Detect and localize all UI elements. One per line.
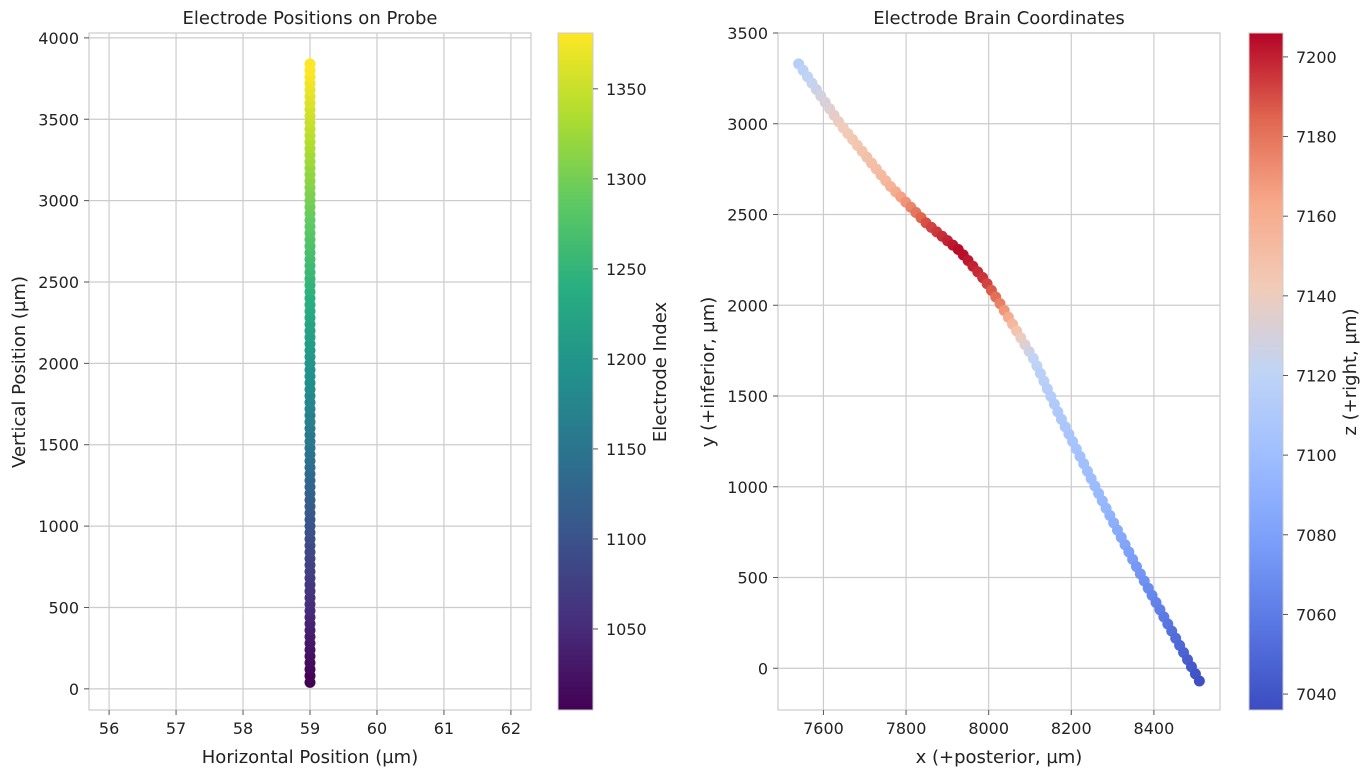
y-tick-label: 4000 — [38, 29, 79, 48]
y-tick-label: 1500 — [38, 436, 79, 455]
x-tick-label: 59 — [300, 719, 320, 738]
y-tick-label: 500 — [737, 569, 768, 588]
colorbar-tick-label: 1250 — [606, 260, 647, 279]
y-axis-label: Vertical Position (µm) — [9, 276, 30, 468]
y-tick-label: 1000 — [38, 517, 79, 536]
x-tick-label: 60 — [367, 719, 387, 738]
colorbar-tick-label: 7200 — [1296, 48, 1337, 67]
colorbar-gradient — [1248, 32, 1284, 711]
y-tick-label: 3000 — [38, 192, 79, 211]
y-tick-label: 500 — [48, 598, 79, 617]
x-tick-label: 62 — [501, 719, 521, 738]
colorbar-label: z (+right, µm) — [1340, 308, 1361, 435]
y-tick-label: 3500 — [727, 24, 768, 43]
y-tick-label: 3500 — [38, 110, 79, 129]
x-axis-label: Horizontal Position (µm) — [202, 747, 418, 768]
y-tick-label: 2500 — [727, 206, 768, 225]
colorbar-label: Electrode Index — [650, 302, 671, 443]
y-axis-label: y (+inferior, µm) — [698, 297, 719, 448]
y-tick-label: 2000 — [38, 354, 79, 373]
x-tick-label: 8000 — [968, 719, 1009, 738]
colorbar-tick-label: 1300 — [606, 170, 647, 189]
y-tick-label: 3000 — [727, 115, 768, 134]
colorbar-tick-label: 1200 — [606, 350, 647, 369]
y-tick-label: 1000 — [727, 478, 768, 497]
colorbar-tick-label: 1350 — [606, 80, 647, 99]
x-tick-label: 7600 — [803, 719, 844, 738]
x-tick-label: 57 — [166, 719, 186, 738]
brain-coordinate-point — [1193, 675, 1205, 687]
x-tick-label: 8400 — [1134, 719, 1175, 738]
x-axis-label: x (+posterior, µm) — [916, 747, 1083, 768]
colorbar-gradient — [557, 32, 594, 711]
colorbar-tick-label: 7120 — [1296, 366, 1337, 385]
x-tick-label: 58 — [233, 719, 253, 738]
x-tick-label: 7800 — [886, 719, 927, 738]
colorbar-tick-label: 1050 — [606, 620, 647, 639]
brain-coordinates-chart: 7600 7800 8000 8200 8400 0 500 1000 1500 2000 2500… — [698, 8, 1221, 768]
chart-title: Electrode Brain Coordinates — [873, 8, 1125, 29]
y-tick-label: 2500 — [38, 273, 79, 292]
z-coordinate-colorbar: 7040 7060 7080 7100 7120 7140 7160 7180 7200 z (… — [1248, 32, 1361, 711]
y-tick-label: 2000 — [727, 296, 768, 315]
colorbar-tick-label: 7100 — [1296, 446, 1337, 465]
colorbar-tick-label: 1150 — [606, 440, 647, 459]
x-tick-label: 8200 — [1051, 719, 1092, 738]
y-tick-label: 0 — [758, 659, 768, 678]
colorbar-tick-label: 7160 — [1296, 207, 1337, 226]
chart-title: Electrode Positions on Probe — [182, 8, 437, 29]
colorbar-tick-label: 7040 — [1296, 685, 1337, 704]
colorbar-tick-label: 7140 — [1296, 287, 1337, 306]
colorbar-tick-label: 1100 — [606, 530, 647, 549]
colorbar-tick-label: 7080 — [1296, 526, 1337, 545]
electrode-point — [304, 58, 316, 70]
plot-frame — [777, 32, 1221, 711]
colorbar-tick-label: 7180 — [1296, 128, 1337, 147]
y-tick-label: 0 — [69, 680, 79, 699]
x-tick-label: 61 — [434, 719, 454, 738]
x-tick-label: 56 — [99, 719, 119, 738]
y-tick-label: 1500 — [727, 387, 768, 406]
electrode-index-colorbar: 1050 1100 1150 1200 1250 1300 1350 Electrode I… — [557, 32, 671, 711]
colorbar-tick-label: 7060 — [1296, 605, 1337, 624]
